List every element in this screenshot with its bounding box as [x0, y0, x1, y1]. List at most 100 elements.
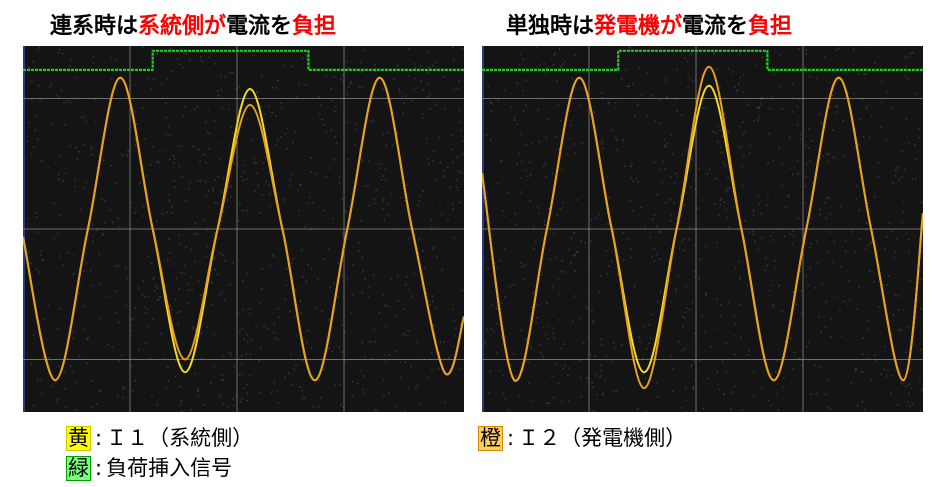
- background-noise-dot: [620, 77, 623, 80]
- background-noise-dot: [629, 46, 631, 49]
- background-noise-dot: [193, 233, 195, 236]
- background-noise-dot: [529, 346, 532, 349]
- background-noise-dot: [851, 231, 853, 233]
- background-noise-dot: [383, 378, 385, 381]
- background-noise-dot: [157, 287, 159, 289]
- background-noise-dot: [740, 336, 742, 339]
- background-noise-dot: [829, 336, 832, 338]
- background-noise-dot: [659, 258, 661, 260]
- background-noise-dot: [816, 240, 818, 243]
- background-noise-dot: [908, 405, 911, 408]
- background-noise-dot: [157, 298, 160, 301]
- background-noise-dot: [866, 328, 869, 331]
- background-noise-dot: [585, 307, 588, 309]
- background-noise-dot: [436, 256, 438, 258]
- background-noise-dot: [36, 268, 38, 270]
- background-noise-dot: [679, 407, 681, 409]
- background-noise-dot: [801, 360, 804, 362]
- background-noise-dot: [431, 369, 433, 371]
- background-noise-dot: [125, 304, 127, 307]
- background-noise-dot: [844, 97, 846, 99]
- background-noise-dot: [169, 305, 172, 308]
- background-noise-dot: [599, 376, 601, 378]
- background-noise-dot: [522, 58, 524, 61]
- background-noise-dot: [138, 287, 141, 289]
- background-noise-dot: [713, 327, 715, 329]
- series-line-i2-orange: [482, 65, 923, 390]
- background-noise-dot: [561, 260, 563, 262]
- background-noise-dot: [249, 308, 251, 310]
- background-noise-dot: [217, 143, 219, 145]
- background-noise-dot: [767, 162, 769, 164]
- background-noise-dot: [83, 187, 86, 190]
- background-noise-dot: [446, 166, 449, 168]
- background-noise-dot: [739, 52, 741, 55]
- background-noise-dot: [82, 143, 85, 146]
- background-noise-dot: [758, 106, 760, 108]
- background-noise-dot: [805, 175, 807, 178]
- background-noise-dot: [483, 343, 486, 345]
- background-noise-dot: [685, 306, 688, 309]
- background-noise-dot: [549, 258, 551, 261]
- background-noise-dot: [797, 217, 800, 220]
- background-noise-dot: [826, 196, 828, 199]
- background-noise-dot: [167, 258, 169, 260]
- background-noise-dot: [104, 199, 106, 202]
- background-noise-dot: [297, 188, 300, 191]
- background-noise-dot: [222, 211, 225, 213]
- background-noise-dot: [224, 76, 226, 78]
- background-noise-dot: [58, 365, 60, 368]
- background-noise-dot: [525, 79, 527, 81]
- background-noise-dot: [310, 346, 313, 349]
- background-noise-dot: [307, 264, 309, 266]
- background-noise-dot: [717, 383, 719, 385]
- background-noise-dot: [577, 251, 579, 254]
- background-noise-dot: [863, 408, 866, 411]
- background-noise-dot: [421, 283, 423, 286]
- background-noise-dot: [761, 96, 763, 99]
- background-noise-dot: [868, 270, 871, 273]
- legend-label-green: 負荷挿入信号: [106, 456, 233, 480]
- background-noise-dot: [685, 411, 687, 412]
- background-noise-dot: [720, 198, 722, 200]
- background-noise-dot: [906, 78, 909, 80]
- background-noise-dot: [203, 404, 206, 406]
- background-noise-dot: [180, 410, 183, 412]
- background-noise-dot: [827, 153, 830, 155]
- background-noise-dot: [224, 299, 226, 301]
- background-noise-dot: [249, 312, 251, 315]
- background-noise-dot: [902, 211, 905, 214]
- background-noise-dot: [60, 90, 63, 92]
- background-noise-dot: [528, 161, 531, 164]
- background-noise-dot: [694, 275, 697, 278]
- background-noise-dot: [78, 292, 80, 295]
- background-noise-dot: [630, 256, 632, 259]
- background-noise-dot: [702, 407, 705, 410]
- background-noise-dot: [487, 267, 489, 270]
- background-noise-dot: [256, 91, 258, 94]
- background-noise-dot: [149, 163, 152, 166]
- background-noise-dot: [439, 162, 442, 164]
- background-noise-dot: [367, 296, 369, 298]
- background-noise-dot: [580, 376, 582, 379]
- background-noise-dot: [241, 398, 243, 400]
- background-noise-dot: [548, 207, 550, 210]
- background-noise-dot: [341, 351, 343, 353]
- background-noise-dot: [839, 309, 841, 312]
- background-noise-dot: [744, 131, 747, 134]
- background-noise-dot: [569, 124, 572, 126]
- background-noise-dot: [334, 135, 336, 138]
- background-noise-dot: [118, 225, 121, 228]
- background-noise-dot: [207, 56, 210, 59]
- background-noise-dot: [152, 78, 155, 81]
- background-noise-dot: [330, 88, 332, 90]
- background-noise-dot: [213, 63, 216, 65]
- background-noise-dot: [548, 402, 551, 405]
- background-noise-dot: [768, 132, 770, 135]
- background-noise-dot: [899, 328, 902, 331]
- background-noise-dot: [670, 214, 673, 216]
- background-noise-dot: [620, 344, 623, 346]
- background-noise-dot: [208, 132, 210, 135]
- background-noise-dot: [676, 110, 678, 113]
- background-noise-dot: [111, 346, 113, 348]
